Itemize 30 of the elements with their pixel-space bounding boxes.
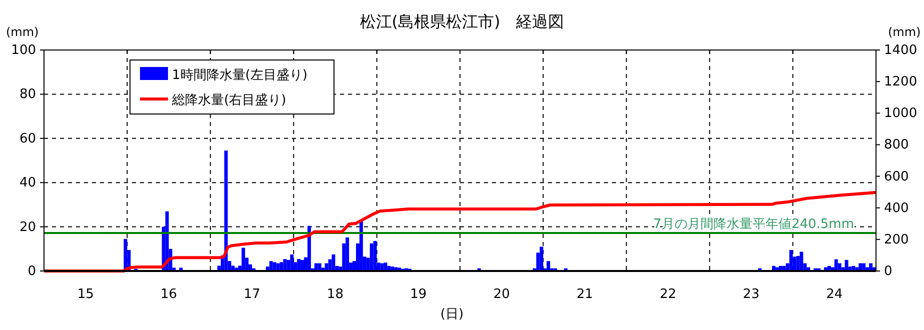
x-tick-label: 18 — [326, 287, 344, 302]
x-tick-label: 21 — [576, 287, 594, 302]
y-tick-label: 60 — [19, 131, 36, 146]
y2-tick-label: 0 — [884, 264, 892, 279]
legend-label: 1時間降水量(左目盛り) — [172, 68, 308, 83]
x-axis-title: (日) — [440, 307, 464, 322]
y-tick-label: 40 — [19, 176, 36, 191]
y2-axis-title: (mm) — [888, 25, 921, 39]
y2-tick-label: 1200 — [884, 74, 918, 90]
x-tick-label: 19 — [410, 287, 427, 302]
x-tick-label: 24 — [826, 287, 843, 302]
x-tick-label: 22 — [660, 287, 676, 302]
y2-tick-label: 200 — [884, 232, 909, 248]
y2-tick-label: 400 — [884, 200, 909, 216]
x-tick-label: 15 — [77, 287, 94, 302]
y2-tick-label: 600 — [884, 169, 909, 184]
y-tick-label: 100 — [11, 43, 36, 58]
x-tick-label: 16 — [160, 287, 178, 302]
x-tick-label: 23 — [742, 287, 760, 302]
y-tick-label: 0 — [28, 264, 36, 279]
y-tick-label: 20 — [19, 220, 36, 235]
y-axis-title: (mm) — [6, 25, 39, 39]
x-tick-label: 20 — [493, 287, 510, 302]
y2-tick-label: 1400 — [884, 43, 918, 58]
legend-label: 総降水量(右目盛り) — [171, 93, 286, 108]
y2-tick-label: 800 — [884, 138, 909, 153]
chart-title: 松江(島根県松江市) 経過図 — [360, 12, 564, 31]
y-tick-label: 80 — [19, 87, 36, 102]
x-tick-label: 17 — [244, 287, 260, 302]
y2-tick-label: 1000 — [884, 106, 918, 122]
